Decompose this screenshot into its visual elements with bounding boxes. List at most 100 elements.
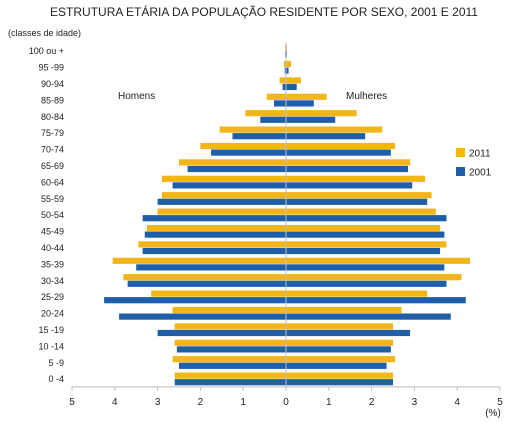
legend: 2011 2001 [456,148,492,179]
bar-homens-2001-15 [104,297,286,304]
y-axis-label: (classes de idade) [8,28,81,38]
bar-mulheres-2011-11 [286,224,441,232]
bar-mulheres-2011-14 [286,274,462,281]
x-tick-label: 3 [155,397,161,408]
bar-homens-2011-2 [279,77,286,84]
x-tick-labels: 5 4 3 2 1 0 1 2 3 4 5 [69,386,503,408]
x-tick-label: 4 [112,397,118,408]
bar-mulheres-2001-3 [286,100,314,107]
bar-mulheres-2011-19 [286,356,396,363]
legend-label-2011: 2011 [469,149,491,160]
bar-mulheres-2001-1 [286,67,289,74]
bar-mulheres-2011-2 [286,77,301,84]
bar-homens-2011-8 [161,175,286,182]
category-label: 55-59 [41,194,64,204]
bar-mulheres-2001-8 [286,182,413,189]
bar-homens-2001-10 [142,215,286,222]
bar-mulheres-2001-7 [286,165,408,173]
homens-label: Homens [118,91,155,102]
bar-mulheres-2011-10 [286,208,436,215]
bar-homens-2001-20 [174,379,286,386]
bar-homens-2001-2 [282,83,286,91]
bar-homens-2001-8 [172,182,286,189]
category-label: 5 -9 [48,358,64,368]
bar-mulheres-2001-15 [286,297,466,304]
bar-homens-2001-19 [179,362,286,369]
bar-homens-2011-16 [172,306,286,314]
bar-mulheres-2011-15 [286,290,428,297]
x-tick-label: 2 [369,397,375,408]
legend-label-2001: 2001 [469,168,492,179]
category-label: 0 -4 [48,374,64,384]
bar-homens-2001-12 [142,247,286,255]
bar-homens-2001-16 [119,313,286,320]
bar-mulheres-2011-8 [286,175,426,182]
bar-homens-2001-7 [187,165,286,173]
bar-homens-2001-13 [136,264,286,271]
bar-mulheres-2001-12 [286,247,441,255]
bar-homens-2011-13 [112,257,286,264]
category-label: 40-44 [41,243,64,253]
bar-homens-2011-5 [219,126,286,133]
bar-mulheres-2001-17 [286,329,411,337]
category-label: 20-24 [41,309,64,319]
bar-homens-2001-17 [157,329,286,337]
bar-mulheres-2011-12 [286,241,447,248]
x-tick-label: 2 [198,397,204,408]
bar-homens-2011-4 [245,110,286,117]
category-label: 95 -99 [38,63,64,73]
category-label: 10 -14 [38,341,64,351]
category-label: 75-79 [41,128,64,138]
category-label: 60-64 [41,177,64,187]
bar-mulheres-2001-19 [286,362,387,369]
category-label: 80-84 [41,112,64,122]
bar-mulheres-2001-10 [286,215,447,222]
bar-homens-2001-3 [274,100,286,107]
bar-homens-2011-7 [179,159,286,166]
category-label: 15 -19 [38,325,64,335]
bar-mulheres-2011-18 [286,339,393,346]
bar-homens-2001-6 [211,149,286,156]
bar-homens-2011-18 [174,339,286,346]
x-tick-label: 5 [497,397,503,408]
category-label: 65-69 [41,161,64,171]
category-label: 30-34 [41,276,64,286]
bar-mulheres-2001-6 [286,149,391,156]
bar-mulheres-2001-20 [286,379,393,386]
bar-mulheres-2011-17 [286,323,393,330]
category-label: 45-49 [41,227,64,237]
bar-homens-2001-11 [144,231,286,238]
bars-group [104,44,471,386]
bar-mulheres-2001-11 [286,231,445,238]
bar-mulheres-2001-9 [286,198,428,205]
bar-homens-2001-4 [260,116,286,123]
bar-homens-2001-18 [176,346,286,353]
bar-mulheres-2011-16 [286,306,402,314]
legend-swatch-2011 [456,148,465,157]
bar-homens-2001-14 [127,280,286,287]
bar-homens-2001-9 [157,198,286,205]
bar-mulheres-2001-2 [286,83,297,91]
bar-homens-2011-3 [266,93,286,100]
category-label: 100 ou + [29,46,64,56]
bar-homens-2011-11 [146,224,286,232]
bar-mulheres-2011-5 [286,126,383,133]
bar-mulheres-2011-13 [286,257,471,264]
category-label: 25-29 [41,292,64,302]
bar-homens-2011-1 [283,60,286,68]
bar-homens-2011-17 [174,323,286,330]
bar-mulheres-2011-4 [286,110,357,117]
bar-homens-2011-10 [157,208,286,215]
legend-swatch-2001 [456,167,465,176]
bar-mulheres-2011-7 [286,159,411,166]
bar-mulheres-2011-6 [286,142,396,150]
bar-homens-2011-12 [138,241,286,248]
x-axis-unit: (%) [485,408,501,419]
x-tick-label: 4 [454,397,460,408]
bar-homens-2011-9 [161,192,286,199]
mulheres-label: Mulheres [346,91,387,102]
chart-title: ESTRUTURA ETÁRIA DA POPULAÇÃO RESIDENTE … [50,4,478,19]
category-label: 35-39 [41,259,64,269]
bar-homens-2011-19 [172,356,286,363]
